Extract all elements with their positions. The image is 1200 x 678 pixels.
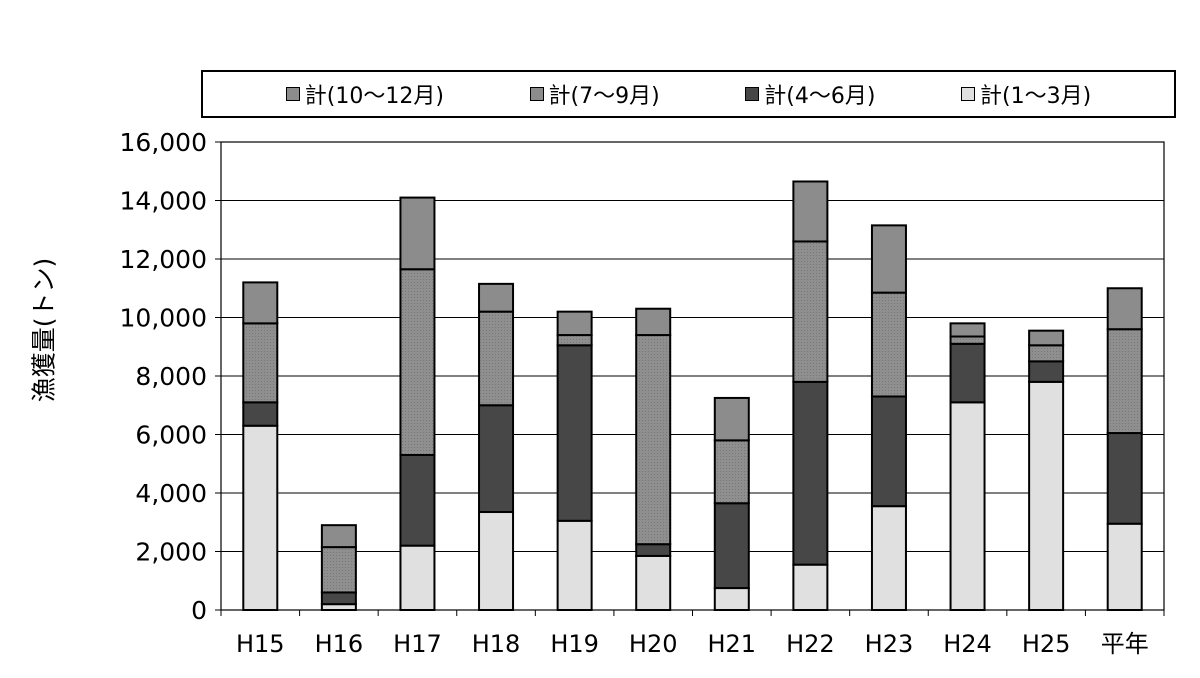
y-tick-label: 2,000 (135, 538, 207, 567)
bar-segment (242, 281, 279, 325)
bar-segment (635, 334, 672, 546)
legend-swatch (745, 87, 760, 101)
bar-segment (1106, 328, 1143, 435)
bar-segment (870, 224, 907, 294)
bar-segment (949, 322, 986, 338)
bar-segment (949, 401, 986, 612)
bar-segment (870, 395, 907, 508)
bar-segment (1028, 329, 1065, 347)
x-tick-label: H15 (236, 630, 285, 658)
bar-segment (556, 334, 593, 347)
x-tick-label: 平年 (1101, 630, 1149, 658)
bar-segment (320, 524, 357, 549)
bar-segment (1106, 287, 1143, 331)
x-tick-label: H18 (472, 630, 521, 658)
bar-segment (399, 196, 436, 271)
bar-segment (1028, 344, 1065, 363)
bar-segment (635, 307, 672, 337)
bar-segment (949, 342, 986, 404)
legend-label: 計(7～9月) (548, 84, 660, 109)
bar-segment (1028, 380, 1065, 611)
x-tick-label: H17 (393, 630, 442, 658)
legend-swatch (961, 87, 976, 101)
x-tick-label: H23 (865, 630, 914, 658)
bar-segment (556, 519, 593, 611)
bar-segment (949, 335, 986, 345)
x-tick-label: H16 (315, 630, 364, 658)
bar-segment (713, 396, 750, 442)
bar-segment (870, 291, 907, 398)
y-tick-label: 14,000 (120, 187, 207, 216)
bar-segment (478, 511, 515, 612)
legend-item: 計(4～6月) (745, 78, 875, 110)
x-tick-label: H25 (1022, 630, 1071, 658)
legend-item: 計(1～3月) (961, 78, 1091, 110)
bar-segment (478, 282, 515, 313)
y-tick-label: 8,000 (135, 362, 207, 391)
y-axis-label: 漁獲量(トン) (29, 257, 59, 403)
bar-segment (792, 563, 829, 611)
bar-segment (713, 439, 750, 505)
bar-segment (320, 591, 357, 606)
bar-segment (399, 453, 436, 547)
x-tick-label: H21 (707, 630, 756, 658)
bar-segment (713, 587, 750, 611)
legend: 計(10～12月) 計(7～9月) 計(4～6月) 計(1～3月) (201, 70, 1176, 118)
bar-segment (870, 505, 907, 612)
x-tick-label: H19 (550, 630, 599, 658)
bar-segment (478, 404, 515, 514)
bar-segment (635, 543, 672, 557)
y-tick-label: 0 (191, 596, 207, 625)
bar-segment (792, 180, 829, 243)
legend-item: 計(7～9月) (529, 78, 660, 110)
y-tick-label: 10,000 (120, 304, 207, 333)
bar-segment (242, 401, 279, 427)
bar-segment (320, 546, 357, 594)
x-tick-label: H24 (943, 630, 992, 658)
bar-segment (399, 544, 436, 612)
bar-segment (1028, 360, 1065, 383)
bar-segment (635, 554, 672, 612)
legend-label: 計(10～12月) (304, 84, 444, 109)
y-tick-label: 12,000 (120, 245, 207, 274)
bar-segment (792, 240, 829, 383)
legend-item: 計(10～12月) (285, 78, 444, 110)
bar-segment (478, 310, 515, 407)
y-tick-label: 16,000 (120, 128, 207, 157)
legend-swatch (529, 87, 544, 101)
y-tick-label: 4,000 (135, 479, 207, 508)
y-axis-label-container: 漁獲量(トン) (12, 200, 72, 460)
x-tick-label: H20 (629, 630, 678, 658)
bar-segment (1106, 522, 1143, 612)
legend-label: 計(4～6月) (764, 84, 876, 109)
y-tick-label: 6,000 (135, 421, 207, 450)
bar-segment (713, 502, 750, 590)
bar-segment (556, 310, 593, 337)
bar-segment (1106, 432, 1143, 525)
bar-segment (556, 344, 593, 522)
legend-swatch (285, 87, 300, 101)
legend-label: 計(1～3月) (980, 84, 1092, 109)
bar-segment (399, 268, 436, 456)
bar-segment (792, 380, 829, 566)
x-tick-label: H22 (786, 630, 835, 658)
bar-segment (242, 424, 279, 611)
bar-segment (242, 322, 279, 404)
